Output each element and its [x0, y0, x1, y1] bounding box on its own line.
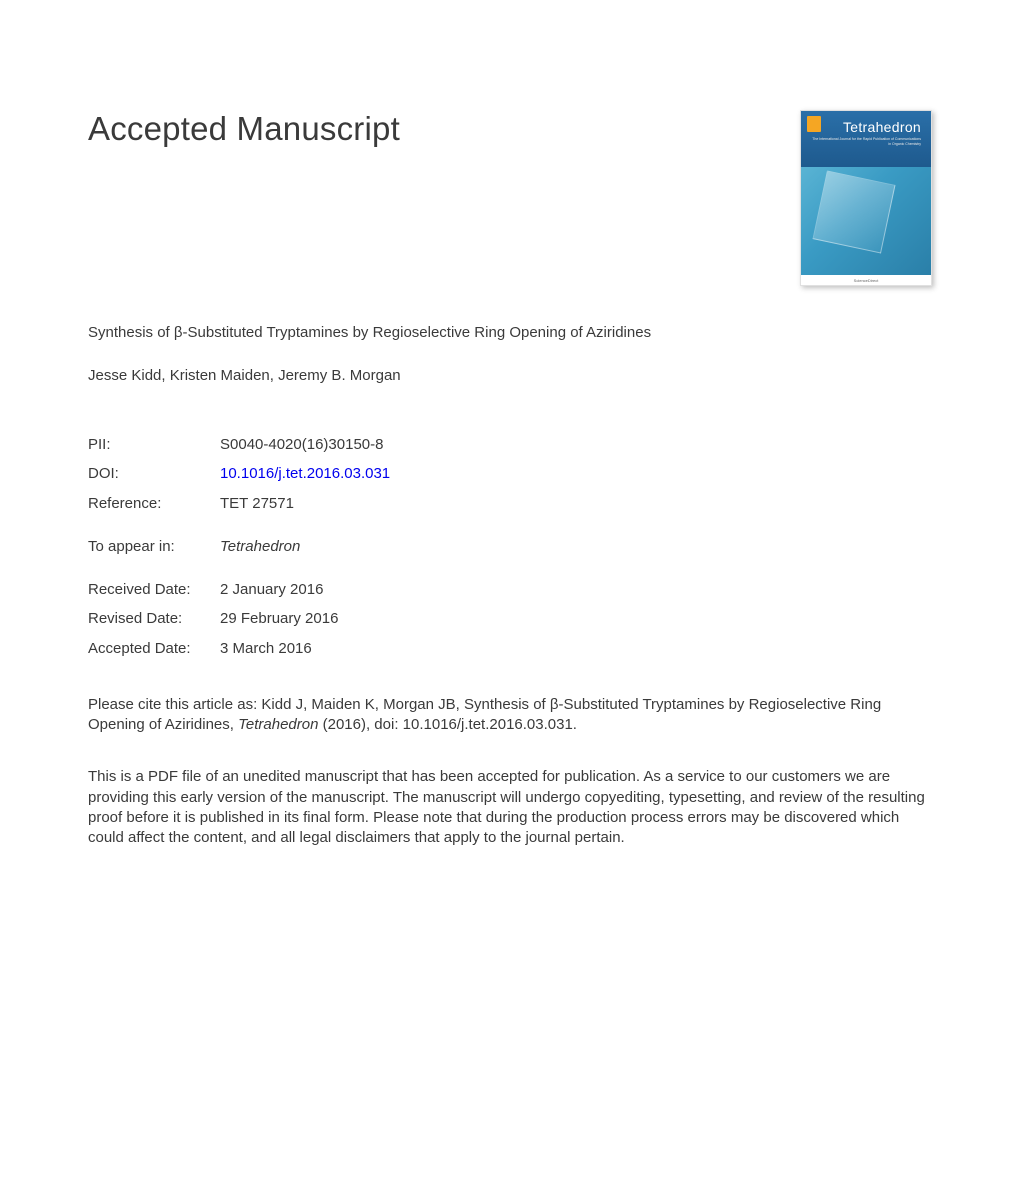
meta-label-revised: Revised Date:	[88, 604, 220, 633]
metadata-table: PII: S0040-4020(16)30150-8 DOI: 10.1016/…	[88, 430, 932, 663]
meta-value-accepted: 3 March 2016	[220, 634, 312, 663]
citation-journal-italic: Tetrahedron	[238, 716, 318, 733]
meta-value-received: 2 January 2016	[220, 575, 323, 604]
meta-value-appear: Tetrahedron	[220, 532, 300, 561]
meta-gap	[88, 561, 932, 575]
cover-top-band: Tetrahedron The International Journal fo…	[801, 111, 931, 167]
meta-row-pii: PII: S0040-4020(16)30150-8	[88, 430, 932, 459]
meta-gap	[88, 518, 932, 532]
publisher-logo-icon	[807, 116, 821, 132]
meta-row-appear: To appear in: Tetrahedron	[88, 532, 932, 561]
meta-label-received: Received Date:	[88, 575, 220, 604]
meta-label-pii: PII:	[88, 430, 220, 459]
article-title: Synthesis of β-Substituted Tryptamines b…	[88, 322, 932, 343]
accepted-manuscript-heading: Accepted Manuscript	[88, 110, 400, 148]
meta-label-accepted: Accepted Date:	[88, 634, 220, 663]
citation-text: Please cite this article as: Kidd J, Mai…	[88, 695, 932, 736]
cover-subtitle: The International Journal for the Rapid …	[809, 135, 923, 146]
meta-row-accepted: Accepted Date: 3 March 2016	[88, 634, 932, 663]
journal-cover-thumbnail: Tetrahedron The International Journal fo…	[800, 110, 932, 286]
meta-value-reference: TET 27571	[220, 489, 294, 518]
meta-row-received: Received Date: 2 January 2016	[88, 575, 932, 604]
meta-row-revised: Revised Date: 29 February 2016	[88, 604, 932, 633]
meta-value-pii: S0040-4020(16)30150-8	[220, 430, 383, 459]
citation-suffix: (2016), doi: 10.1016/j.tet.2016.03.031.	[318, 716, 577, 733]
meta-label-reference: Reference:	[88, 489, 220, 518]
meta-row-reference: Reference: TET 27571	[88, 489, 932, 518]
cover-journal-name: Tetrahedron	[809, 117, 923, 135]
header-row: Accepted Manuscript Tetrahedron The Inte…	[88, 110, 932, 286]
meta-value-revised: 29 February 2016	[220, 604, 338, 633]
disclaimer-text: This is a PDF file of an unedited manusc…	[88, 767, 932, 848]
meta-value-doi-link[interactable]: 10.1016/j.tet.2016.03.031	[220, 459, 390, 488]
cover-body-graphic	[801, 167, 931, 275]
article-authors: Jesse Kidd, Kristen Maiden, Jeremy B. Mo…	[88, 367, 932, 384]
cover-shape-icon	[812, 170, 895, 253]
meta-row-doi: DOI: 10.1016/j.tet.2016.03.031	[88, 459, 932, 488]
meta-label-doi: DOI:	[88, 459, 220, 488]
cover-footer: ScienceDirect	[801, 275, 931, 286]
meta-label-appear: To appear in:	[88, 532, 220, 561]
